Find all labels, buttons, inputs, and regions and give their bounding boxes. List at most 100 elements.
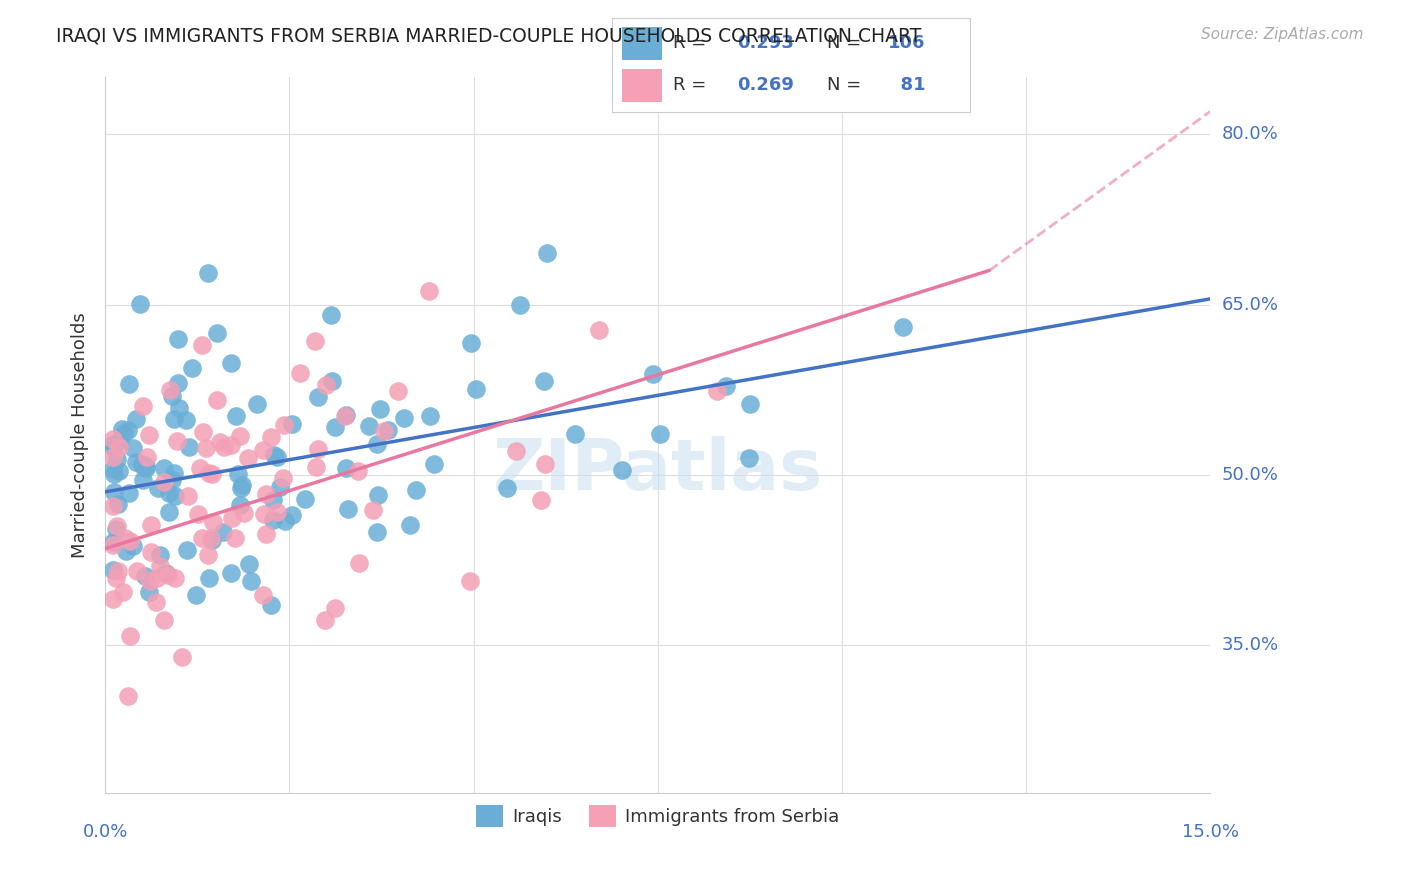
- Point: [368, 402, 391, 417]
- Point: [163, 412, 186, 426]
- Point: [315, 377, 337, 392]
- Point: [101, 538, 124, 552]
- Point: [118, 377, 141, 392]
- Point: [323, 419, 346, 434]
- Text: R =: R =: [672, 34, 711, 52]
- Text: IRAQI VS IMMIGRANTS FROM SERBIA MARRIED-COUPLE HOUSEHOLDS CORRELATION CHART: IRAQI VS IMMIGRANTS FROM SERBIA MARRIED-…: [56, 27, 921, 45]
- Point: [219, 566, 242, 581]
- Text: 15.0%: 15.0%: [1182, 823, 1239, 841]
- Point: [349, 556, 371, 570]
- Point: [117, 689, 139, 703]
- Point: [564, 426, 586, 441]
- Point: [714, 379, 737, 393]
- Point: [367, 487, 389, 501]
- Point: [229, 499, 252, 513]
- Point: [118, 486, 141, 500]
- Point: [197, 548, 219, 562]
- Point: [132, 473, 155, 487]
- Point: [180, 360, 202, 375]
- Point: [177, 489, 200, 503]
- Point: [231, 481, 253, 495]
- Point: [166, 376, 188, 390]
- Point: [157, 485, 180, 500]
- Point: [221, 511, 243, 525]
- Point: [101, 440, 124, 454]
- Point: [101, 499, 124, 513]
- Point: [288, 366, 311, 380]
- Point: [138, 427, 160, 442]
- Point: [155, 566, 177, 580]
- Point: [153, 613, 176, 627]
- Point: [405, 483, 427, 498]
- Point: [122, 442, 145, 456]
- Point: [260, 430, 283, 444]
- Point: [105, 452, 128, 467]
- Point: [135, 460, 157, 475]
- Point: [398, 518, 420, 533]
- Point: [333, 409, 356, 424]
- Point: [176, 542, 198, 557]
- Point: [419, 409, 441, 423]
- Point: [188, 461, 211, 475]
- Point: [262, 513, 284, 527]
- Point: [132, 399, 155, 413]
- Point: [108, 434, 131, 448]
- Point: [179, 441, 201, 455]
- Point: [254, 486, 277, 500]
- Point: [281, 508, 304, 522]
- Point: [149, 558, 172, 573]
- Point: [198, 466, 221, 480]
- Point: [893, 320, 915, 334]
- Point: [294, 491, 316, 506]
- Point: [307, 390, 329, 404]
- Point: [194, 442, 217, 456]
- Point: [202, 516, 225, 530]
- Point: [505, 444, 527, 458]
- Point: [224, 531, 246, 545]
- Legend: Iraqis, Immigrants from Serbia: Iraqis, Immigrants from Serbia: [468, 797, 846, 834]
- Point: [141, 517, 163, 532]
- Point: [105, 522, 128, 536]
- Point: [139, 574, 162, 588]
- Bar: [623, 28, 662, 60]
- Point: [141, 544, 163, 558]
- Point: [176, 413, 198, 427]
- Point: [314, 613, 336, 627]
- Text: 35.0%: 35.0%: [1222, 636, 1278, 654]
- Point: [135, 458, 157, 473]
- Point: [271, 471, 294, 485]
- Point: [533, 374, 555, 388]
- Text: ZIPatlas: ZIPatlas: [492, 436, 823, 506]
- Point: [163, 489, 186, 503]
- Point: [321, 308, 343, 322]
- Point: [321, 374, 343, 388]
- Point: [117, 423, 139, 437]
- Point: [101, 563, 124, 577]
- Point: [163, 571, 186, 585]
- Point: [530, 492, 553, 507]
- Point: [588, 323, 610, 337]
- Point: [166, 332, 188, 346]
- Point: [114, 531, 136, 545]
- Point: [103, 467, 125, 481]
- Point: [280, 417, 302, 431]
- Text: 0.0%: 0.0%: [83, 823, 128, 841]
- Point: [706, 384, 728, 398]
- Point: [125, 412, 148, 426]
- Bar: [623, 70, 662, 103]
- Point: [263, 448, 285, 462]
- Point: [111, 422, 134, 436]
- Point: [269, 480, 291, 494]
- Text: 81: 81: [887, 77, 925, 95]
- Point: [101, 591, 124, 606]
- Point: [335, 461, 357, 475]
- Point: [229, 429, 252, 443]
- Point: [219, 438, 242, 452]
- Point: [190, 532, 212, 546]
- Point: [101, 450, 124, 465]
- Point: [125, 455, 148, 469]
- Point: [252, 588, 274, 602]
- Point: [201, 533, 224, 548]
- Point: [208, 435, 231, 450]
- Text: 106: 106: [887, 34, 925, 52]
